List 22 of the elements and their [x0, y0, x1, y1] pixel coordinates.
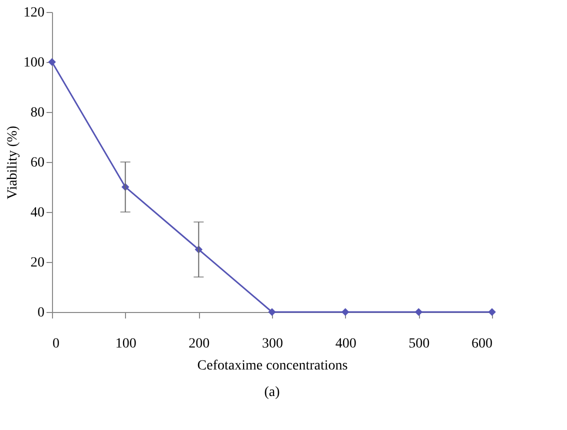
text: (a)	[264, 385, 280, 400]
y-tick-label: 100	[24, 56, 44, 70]
x-tick-label: 0	[52, 336, 60, 352]
point	[488, 308, 496, 316]
point	[341, 308, 350, 316]
x-tick-label: 300	[262, 336, 283, 352]
x-tick-label: 600	[472, 336, 492, 352]
y-axis-title: Viability (%)	[6, 125, 20, 200]
x-axis-title: Cefotaxime concentrations	[197, 358, 348, 374]
x-tick-label: 200	[188, 336, 210, 352]
point	[48, 58, 56, 66]
x-tick-label: 500	[408, 336, 430, 352]
y-tick-label: 20	[30, 256, 44, 270]
x-tick-label: 400	[335, 336, 356, 352]
y-tick-label: 0	[38, 306, 44, 320]
point	[414, 308, 423, 316]
y-tick-label: 80	[30, 106, 44, 120]
y-tick-label: 120	[24, 6, 44, 20]
point	[268, 308, 276, 316]
x-tick-label: 100	[115, 336, 136, 352]
y-tick-label: 60	[30, 156, 44, 170]
y-tick-label: 40	[30, 206, 44, 220]
